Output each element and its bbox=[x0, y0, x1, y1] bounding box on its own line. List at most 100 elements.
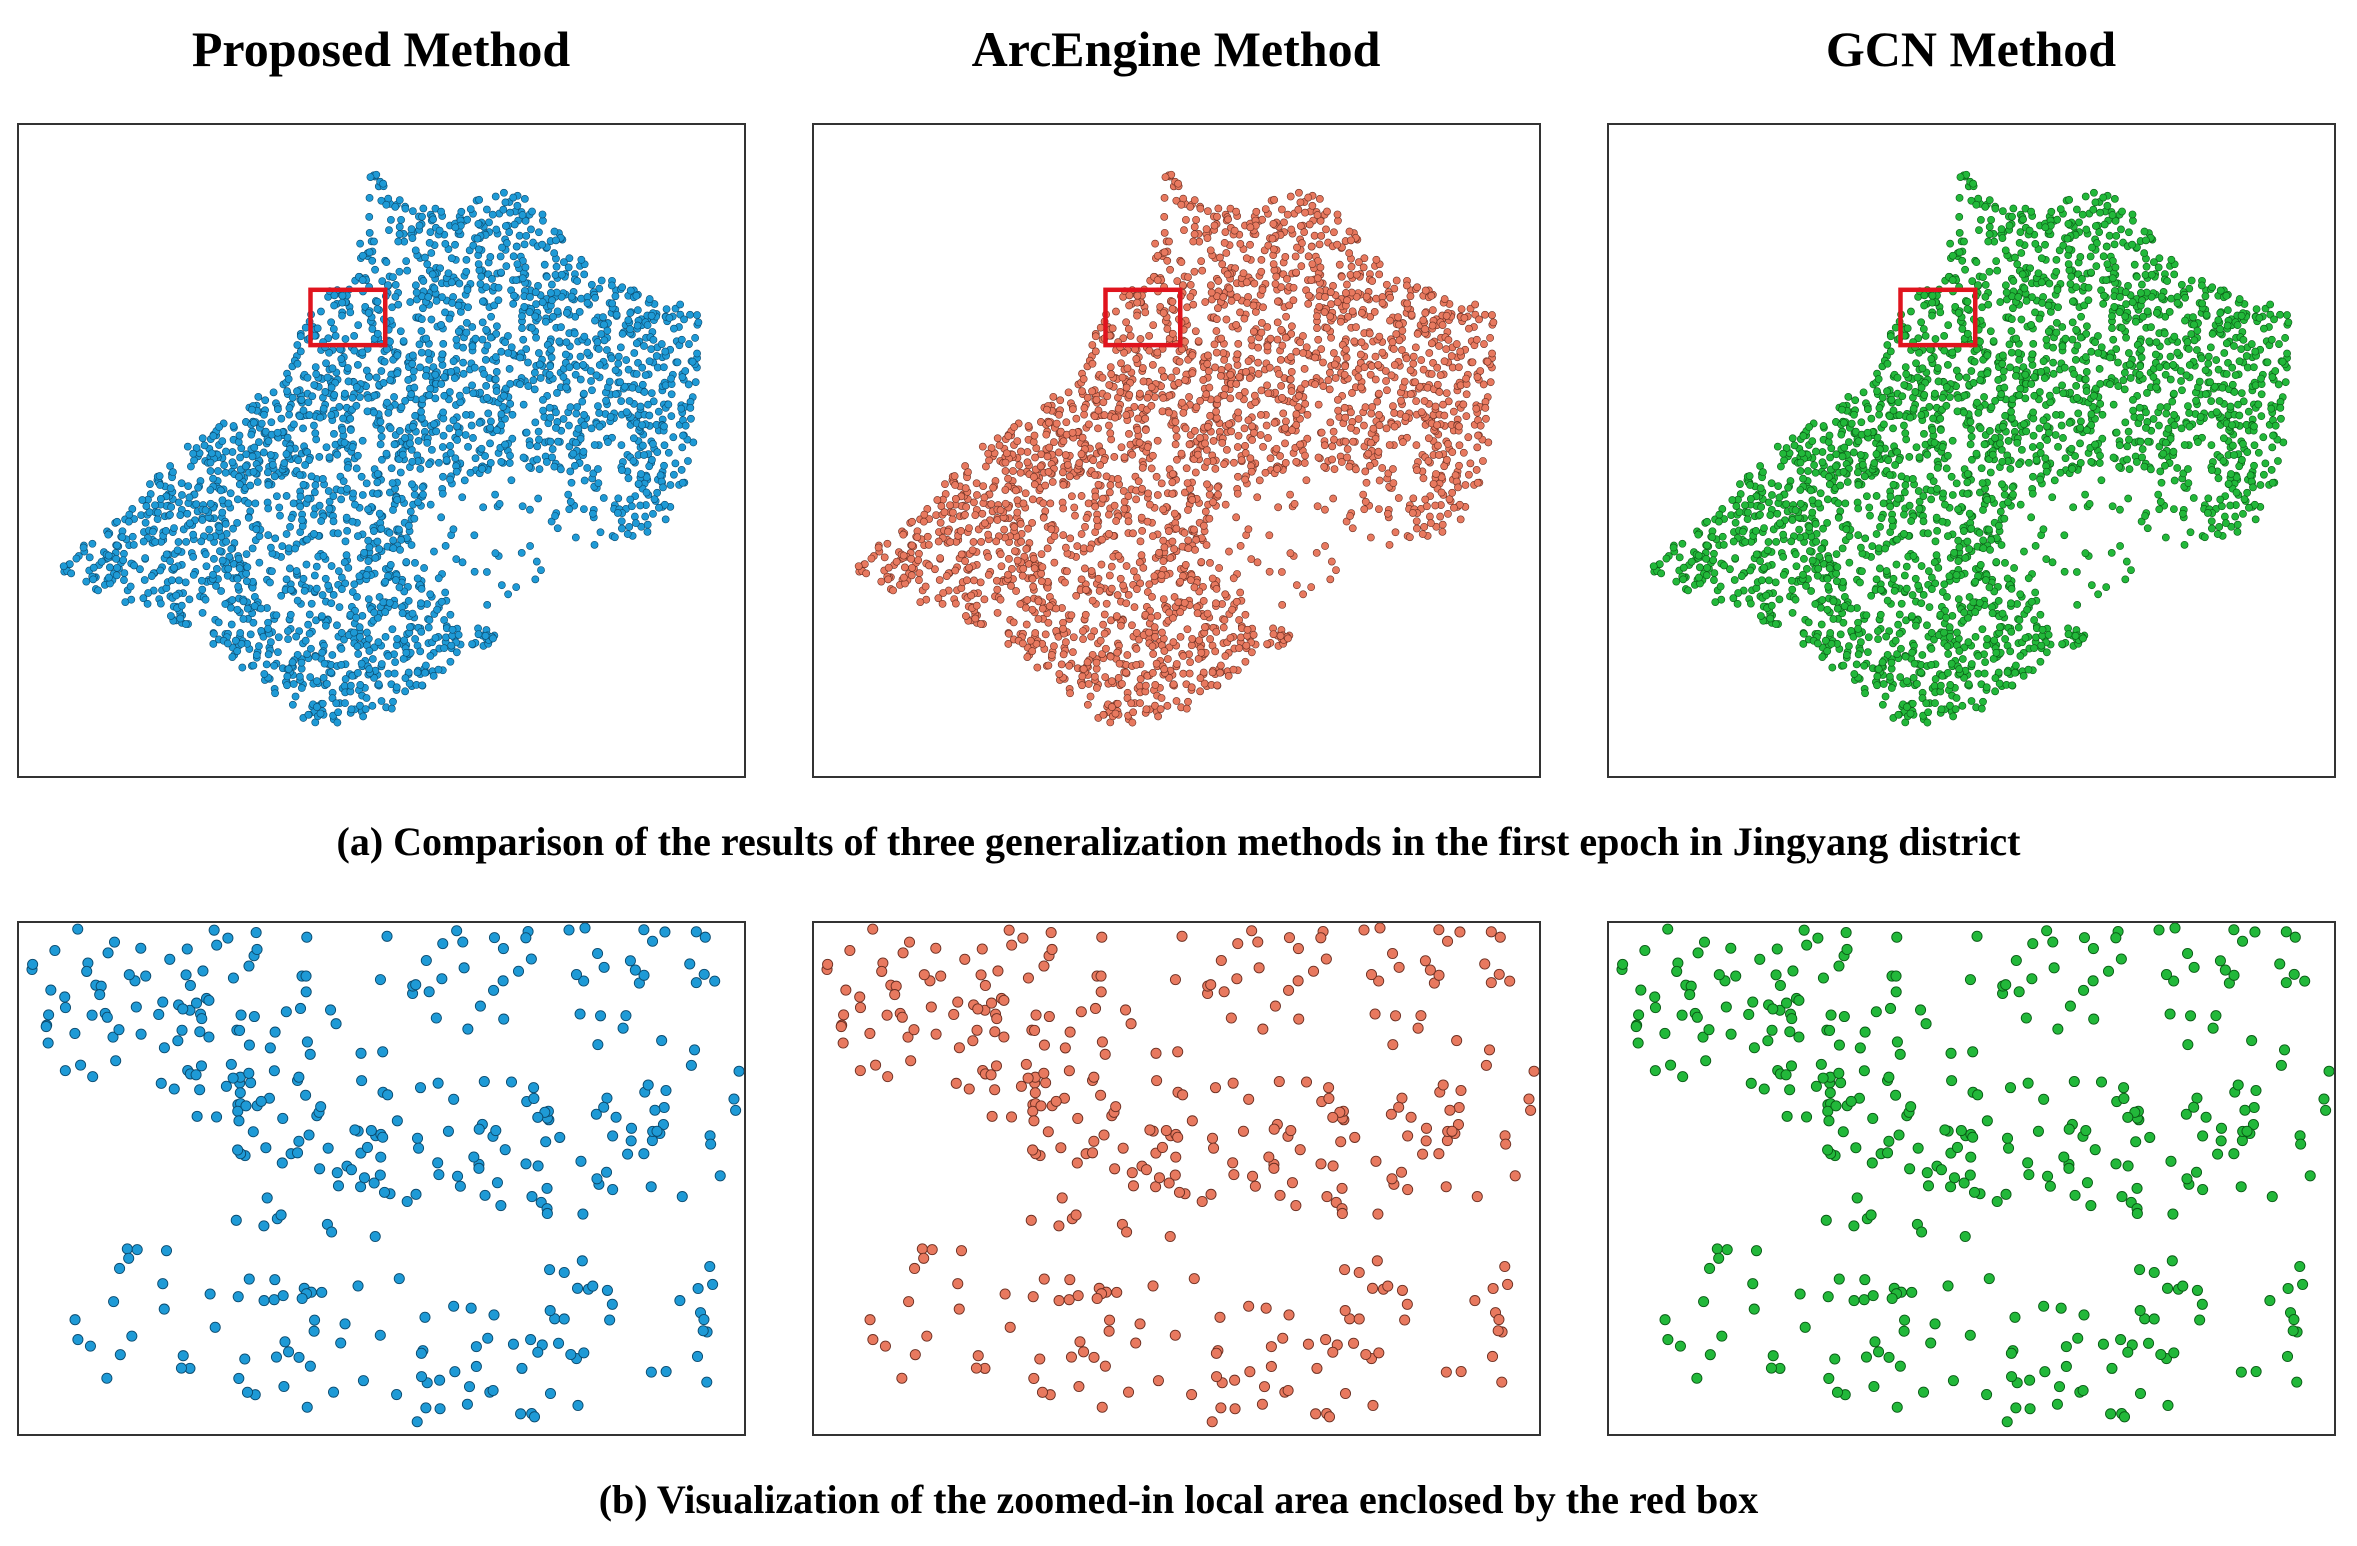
point bbox=[1354, 258, 1363, 267]
point bbox=[1151, 239, 1160, 248]
point bbox=[1317, 428, 1326, 437]
point bbox=[644, 400, 652, 409]
point bbox=[1134, 477, 1143, 486]
point bbox=[1213, 212, 1221, 221]
point bbox=[533, 455, 542, 464]
point bbox=[362, 694, 371, 702]
point bbox=[441, 240, 450, 248]
point bbox=[94, 586, 102, 595]
point bbox=[356, 701, 364, 710]
point bbox=[386, 337, 394, 346]
point bbox=[1433, 380, 1442, 389]
point bbox=[517, 549, 526, 557]
point bbox=[1028, 495, 1037, 504]
point bbox=[268, 460, 277, 469]
point bbox=[356, 633, 364, 641]
point bbox=[1292, 410, 1301, 419]
point bbox=[1282, 312, 1290, 321]
point bbox=[1082, 514, 1091, 522]
point bbox=[350, 331, 359, 340]
point bbox=[1394, 494, 1403, 502]
point bbox=[505, 228, 514, 236]
point bbox=[550, 249, 559, 258]
point bbox=[298, 516, 306, 524]
point bbox=[406, 623, 414, 632]
point bbox=[426, 590, 435, 599]
point bbox=[246, 630, 255, 639]
point bbox=[1153, 491, 1162, 499]
point bbox=[313, 677, 321, 686]
point bbox=[525, 441, 534, 450]
point bbox=[1473, 443, 1482, 452]
point bbox=[1219, 349, 1228, 357]
point bbox=[260, 670, 269, 678]
point bbox=[324, 581, 333, 590]
point bbox=[221, 520, 230, 528]
point bbox=[1172, 425, 1180, 434]
point bbox=[1288, 322, 1296, 331]
point bbox=[1313, 502, 1322, 511]
point bbox=[614, 494, 623, 503]
point bbox=[474, 260, 483, 268]
point bbox=[306, 673, 315, 682]
point bbox=[141, 518, 150, 527]
point bbox=[201, 506, 210, 515]
point bbox=[433, 605, 441, 614]
point bbox=[1171, 417, 1180, 426]
point bbox=[1454, 363, 1463, 372]
point bbox=[181, 620, 190, 628]
point bbox=[1084, 499, 1093, 508]
point bbox=[645, 357, 654, 366]
point bbox=[1050, 642, 1058, 651]
point bbox=[1146, 500, 1154, 509]
point bbox=[426, 500, 435, 509]
point bbox=[640, 388, 649, 396]
point bbox=[914, 556, 923, 565]
point bbox=[657, 340, 666, 348]
point bbox=[447, 367, 455, 376]
point bbox=[1023, 596, 1032, 604]
point bbox=[384, 669, 393, 678]
point bbox=[971, 614, 980, 623]
point bbox=[1079, 375, 1088, 383]
point bbox=[1110, 501, 1119, 510]
point bbox=[482, 382, 491, 390]
point bbox=[1008, 565, 1016, 573]
point bbox=[539, 395, 547, 404]
point bbox=[1181, 337, 1189, 346]
point bbox=[350, 628, 358, 637]
point bbox=[1378, 299, 1387, 307]
point bbox=[1301, 399, 1310, 408]
point bbox=[1459, 448, 1468, 457]
point bbox=[1077, 530, 1086, 538]
point bbox=[1302, 476, 1311, 485]
point bbox=[311, 363, 320, 371]
point bbox=[1130, 567, 1138, 576]
point bbox=[599, 494, 608, 502]
point bbox=[185, 519, 194, 528]
point bbox=[565, 421, 573, 430]
point bbox=[1195, 636, 1204, 645]
point bbox=[1088, 359, 1097, 368]
point bbox=[289, 499, 298, 508]
point bbox=[1457, 305, 1466, 313]
point bbox=[553, 389, 561, 397]
point bbox=[632, 370, 641, 378]
point bbox=[364, 505, 372, 514]
point bbox=[1402, 354, 1411, 363]
point bbox=[174, 538, 183, 546]
point bbox=[278, 542, 287, 551]
point bbox=[1041, 481, 1050, 490]
point bbox=[1282, 417, 1290, 426]
point bbox=[466, 205, 475, 213]
point bbox=[1132, 495, 1141, 504]
point bbox=[1065, 472, 1074, 481]
point bbox=[197, 537, 206, 546]
point bbox=[283, 672, 292, 681]
point bbox=[1122, 411, 1131, 419]
point bbox=[1028, 575, 1037, 583]
point bbox=[197, 576, 206, 585]
point bbox=[1224, 672, 1233, 680]
point bbox=[1206, 559, 1214, 567]
point bbox=[509, 299, 518, 308]
